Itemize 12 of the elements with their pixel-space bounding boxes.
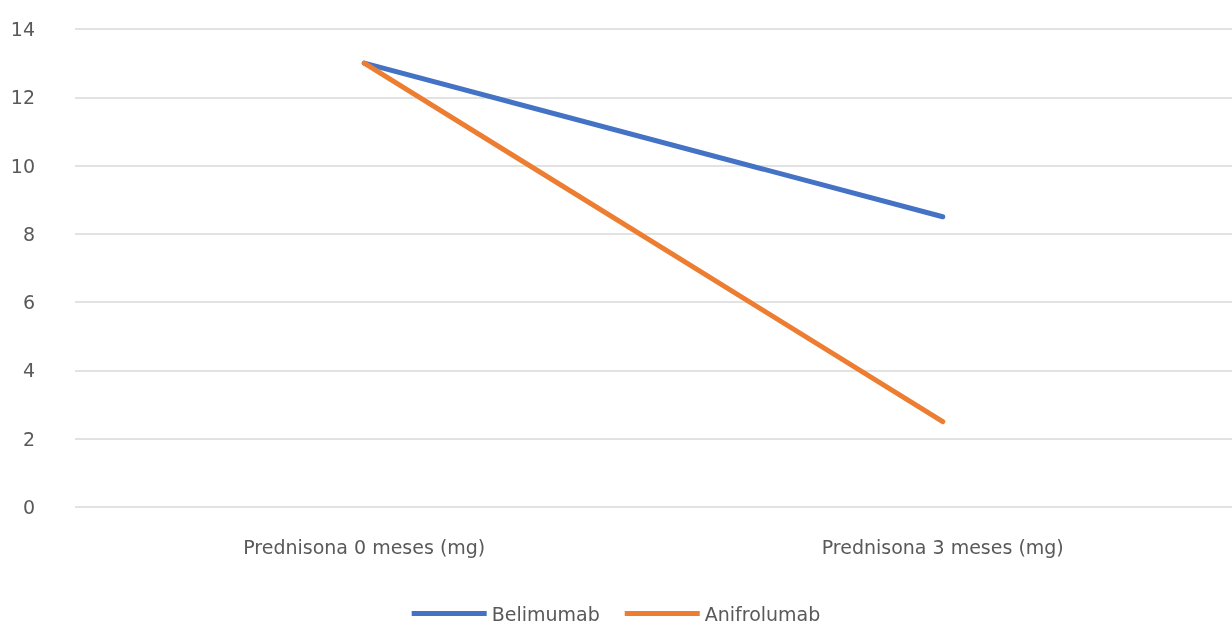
y-tick-label: 8: [22, 222, 35, 245]
legend-label: Anifrolumab: [704, 602, 821, 625]
y-tick-label: 2: [22, 427, 35, 450]
legend-label: Belimumab: [491, 602, 600, 625]
y-tick-label: 14: [10, 18, 35, 40]
x-tick-label: Prednisona 3 meses (mg): [821, 535, 1064, 558]
y-tick-label: 10: [10, 154, 35, 177]
y-tick-label: 4: [22, 359, 35, 382]
y-tick-label: 12: [10, 86, 35, 109]
y-tick-label: 0: [22, 496, 35, 518]
y-tick-label: 6: [22, 291, 35, 314]
x-tick-label: Prednisona 0 meses (mg): [243, 535, 486, 558]
